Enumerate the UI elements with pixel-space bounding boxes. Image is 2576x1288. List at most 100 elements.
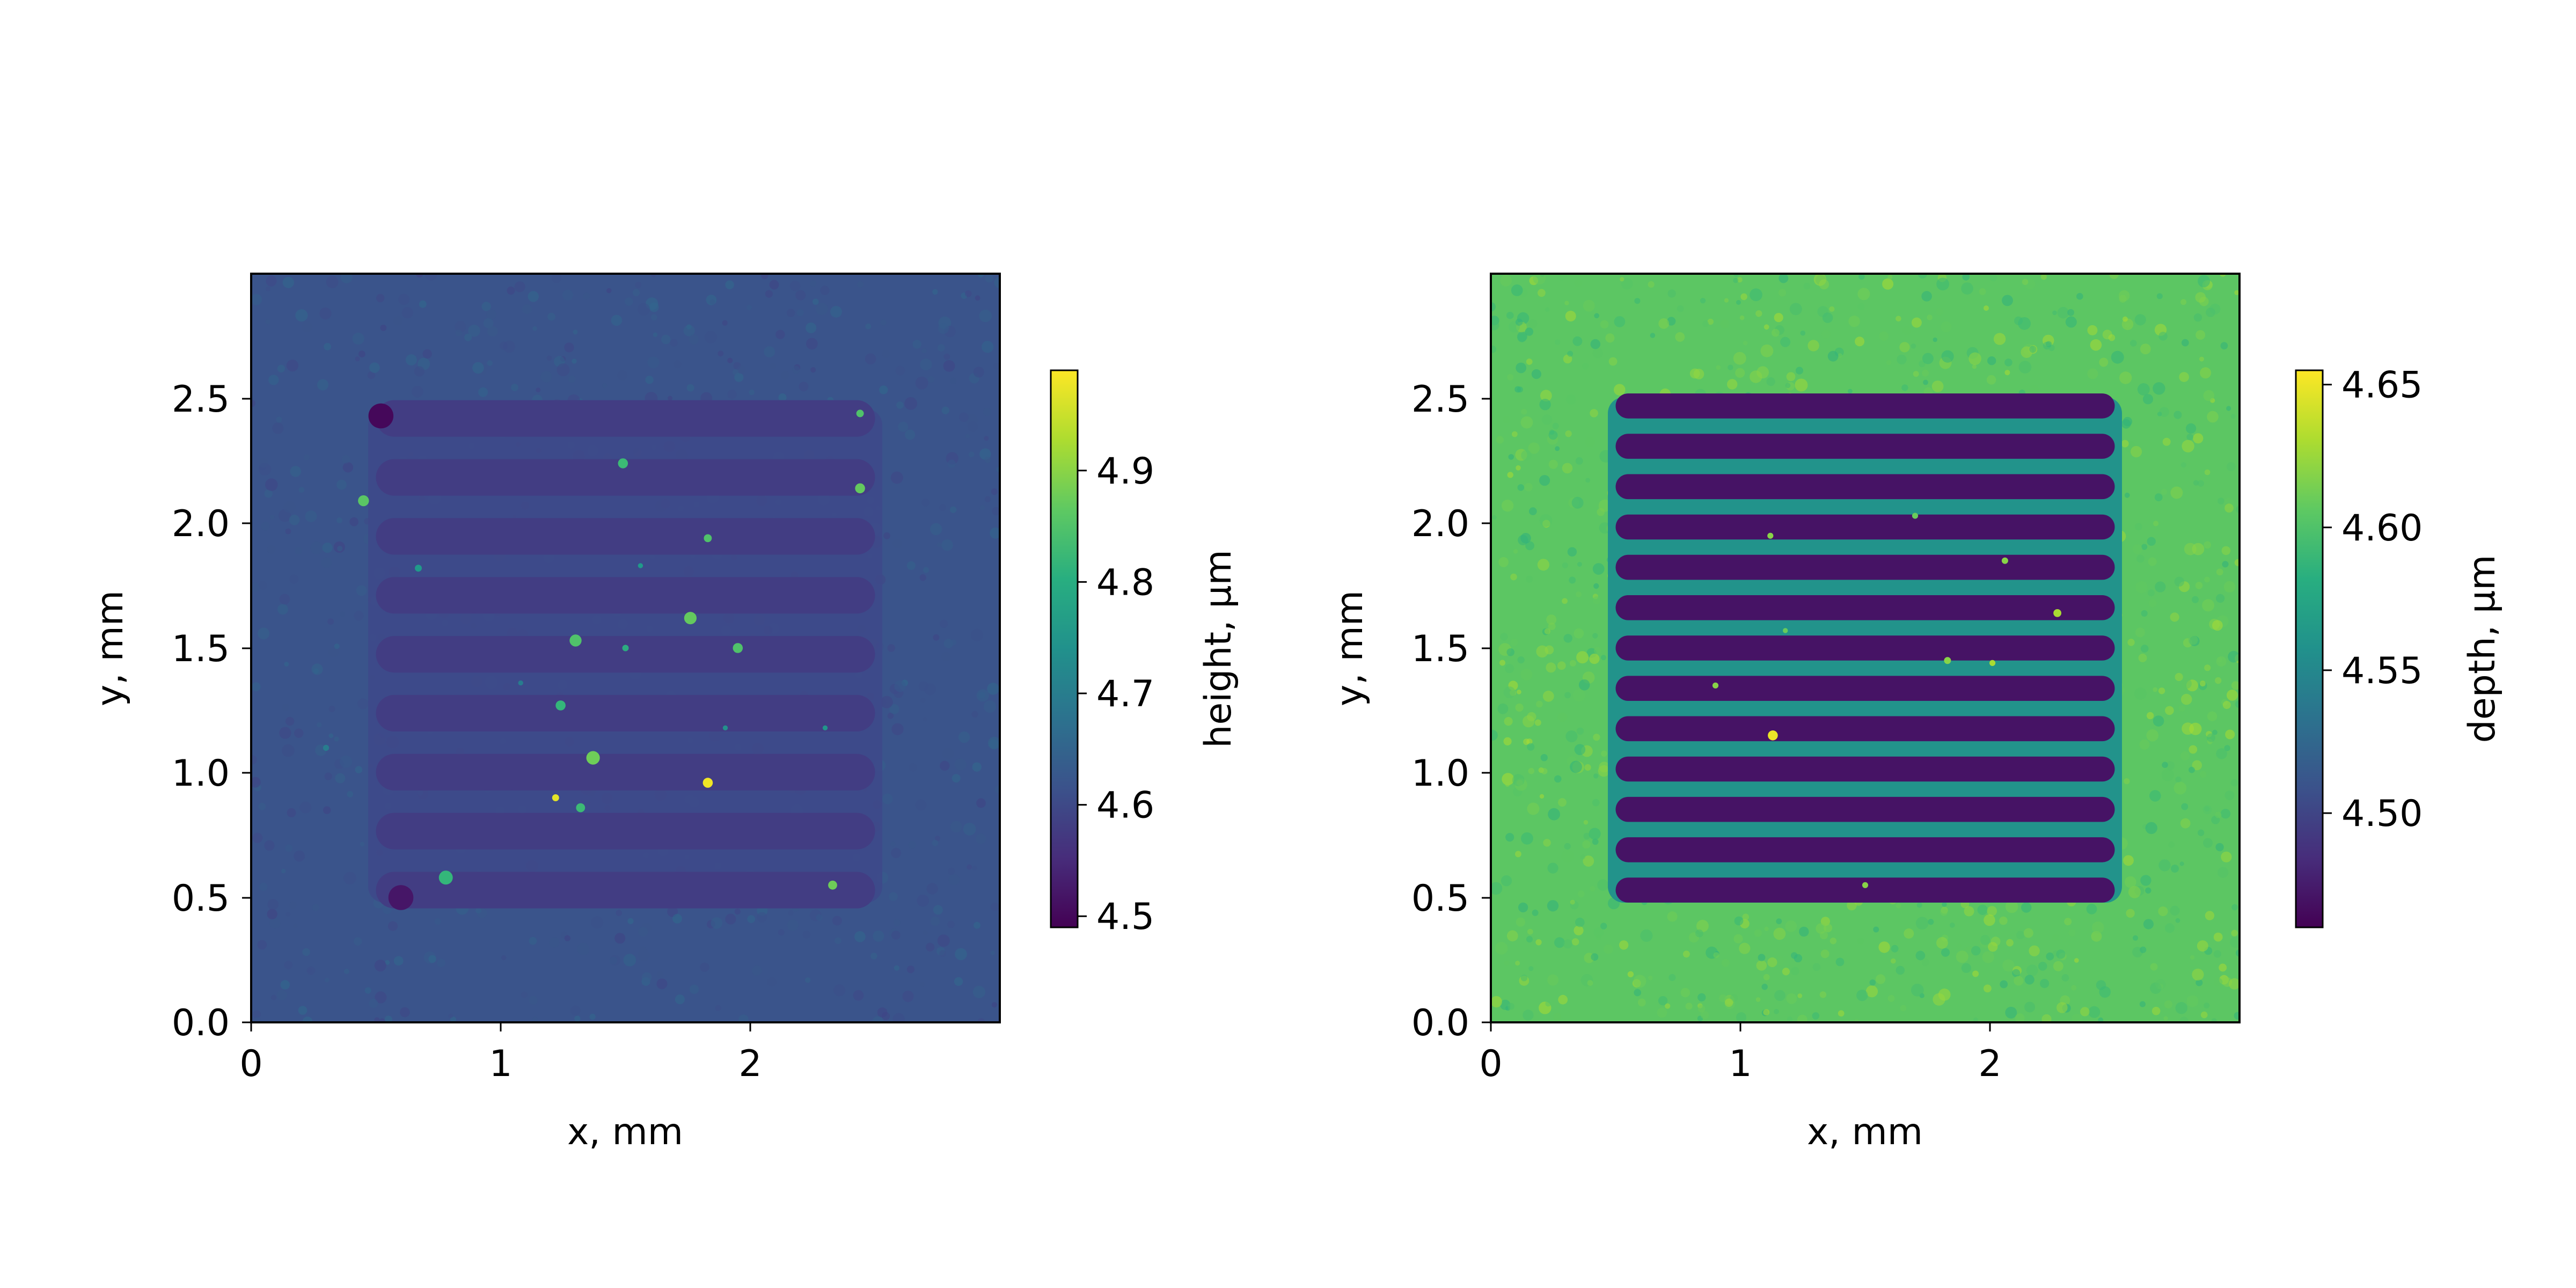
grain: [1506, 311, 1514, 319]
grain: [1915, 917, 1929, 930]
grain: [765, 290, 773, 298]
grain: [283, 501, 296, 513]
grain: [806, 338, 818, 350]
grain: [289, 515, 300, 525]
grain: [2204, 576, 2210, 583]
grain: [2200, 1011, 2208, 1019]
grain: [341, 455, 350, 464]
grain: [279, 727, 291, 739]
grain: [2147, 537, 2156, 546]
stripe: [1615, 474, 2115, 500]
grain: [1576, 651, 1589, 664]
grain: [1829, 306, 1835, 312]
grain: [1548, 430, 1558, 440]
grain: [2158, 906, 2168, 917]
grain: [815, 303, 828, 316]
grain: [1933, 993, 1945, 1006]
grain: [1528, 507, 1537, 516]
grain: [336, 479, 347, 490]
colorbar-tick-label: 4.55: [2341, 650, 2423, 692]
grain: [253, 1010, 261, 1019]
grain: [1567, 350, 1574, 357]
grain: [367, 371, 376, 379]
grain: [347, 791, 354, 797]
grain: [1565, 394, 1576, 405]
grain: [464, 333, 472, 341]
grain: [2182, 678, 2192, 689]
heatmap-left-y-tick-label-0: 0.0: [172, 1002, 230, 1044]
grain: [2056, 949, 2066, 959]
grain: [2057, 306, 2069, 319]
grain: [915, 799, 927, 811]
grain: [1758, 954, 1766, 962]
grain: [486, 309, 497, 320]
grain: [2224, 503, 2234, 513]
grain: [919, 574, 927, 581]
grain: [932, 289, 938, 295]
grain: [2230, 414, 2236, 419]
grain: [1695, 929, 1703, 938]
grain: [564, 935, 571, 942]
grain: [1936, 277, 1950, 291]
grain: [2215, 811, 2222, 818]
heatmap-left-stripes: [376, 400, 875, 909]
grain: [1574, 744, 1586, 755]
surface-feature: [1862, 882, 1869, 888]
grain: [746, 304, 752, 311]
grain: [2179, 1016, 2189, 1022]
colorbar-tick-label: 4.9: [1096, 450, 1154, 493]
grain: [1977, 904, 1988, 916]
grain: [872, 1016, 883, 1022]
grain: [1897, 354, 1907, 365]
grain: [1557, 274, 1567, 281]
grain: [2188, 635, 2198, 645]
grain: [670, 339, 678, 347]
grain: [1820, 949, 1829, 958]
grain: [277, 364, 286, 372]
grain: [992, 507, 1000, 516]
grain: [1922, 369, 1929, 377]
grain: [1558, 798, 1567, 807]
grain: [948, 874, 960, 885]
grain: [1540, 390, 1552, 402]
grain: [1541, 768, 1548, 774]
grain: [352, 332, 364, 345]
grain: [258, 627, 270, 640]
grain: [923, 717, 927, 722]
grain: [835, 937, 841, 945]
grain: [1495, 942, 1508, 955]
grain: [267, 545, 276, 554]
grain: [1553, 1013, 1561, 1021]
grain: [1697, 993, 1706, 1002]
grain: [2021, 902, 2032, 913]
grain: [965, 290, 972, 297]
stripe: [376, 872, 875, 909]
grain: [1799, 926, 1809, 937]
grain: [1637, 998, 1646, 1007]
grain: [448, 1013, 453, 1019]
grain: [1600, 320, 1609, 329]
surface-feature: [638, 563, 643, 568]
grain: [536, 387, 541, 393]
grain: [2088, 1006, 2101, 1018]
grain: [1719, 994, 1727, 1002]
grain: [970, 628, 984, 641]
grain: [1941, 948, 1950, 957]
grain: [313, 668, 319, 674]
grain: [1614, 384, 1626, 396]
grain: [454, 320, 466, 333]
grain: [2016, 931, 2025, 940]
grain: [675, 994, 685, 1005]
grain: [2164, 923, 2175, 933]
grain: [1507, 374, 1514, 380]
grain: [1535, 939, 1542, 946]
grain: [1772, 328, 1780, 337]
grain: [1578, 679, 1590, 691]
grain: [1928, 919, 1934, 925]
grain: [2231, 930, 2238, 936]
grain: [2127, 639, 2135, 646]
grain: [2086, 904, 2097, 914]
grain: [295, 547, 303, 554]
grain: [1593, 773, 1599, 779]
grain: [1567, 547, 1577, 557]
